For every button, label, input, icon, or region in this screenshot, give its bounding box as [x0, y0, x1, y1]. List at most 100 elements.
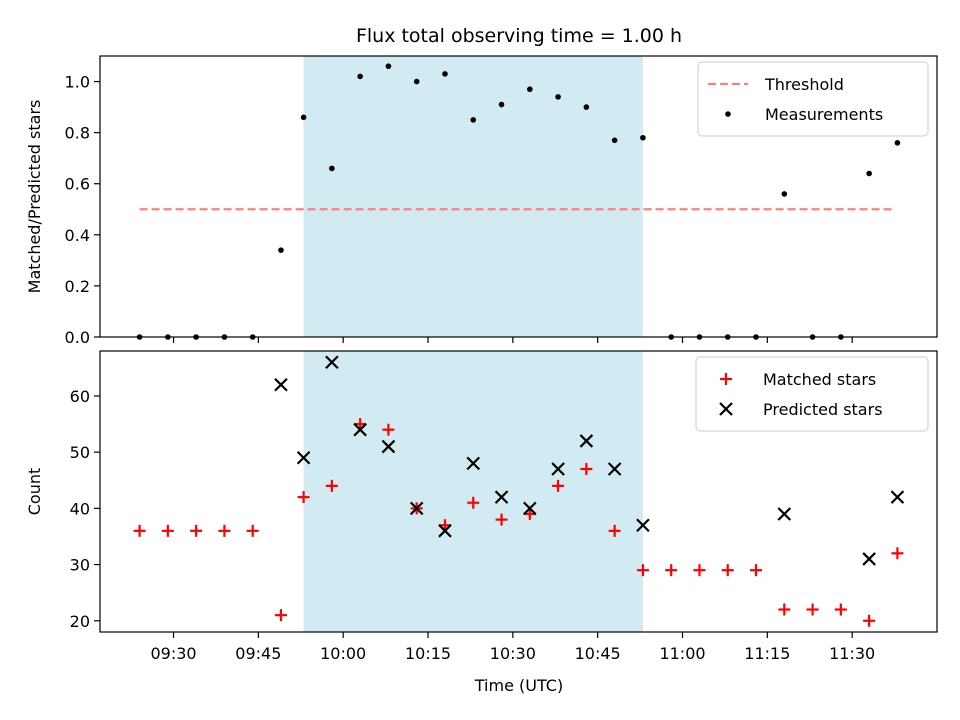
matched-star-point	[246, 524, 259, 537]
matched-star-point	[806, 603, 819, 616]
matched-star-point	[693, 564, 706, 577]
y-tick-label: 30	[70, 556, 90, 575]
x-tick-label: 10:15	[405, 644, 451, 663]
matched-star-point	[354, 418, 367, 431]
y-tick-label: 0.4	[65, 226, 90, 245]
predicted-star-point	[409, 501, 424, 516]
matched-star-point	[274, 609, 287, 622]
matched-star-point	[218, 524, 231, 537]
x-tick-label: 10:00	[320, 644, 366, 663]
measurement-point	[278, 247, 284, 253]
measurement-point	[640, 134, 646, 141]
legend-plus-swatch	[720, 373, 732, 385]
predicted-star-point	[551, 462, 565, 476]
axes-frame	[99, 350, 938, 633]
legend-x-swatch	[719, 402, 733, 416]
matched-star-point	[608, 524, 621, 537]
matched-star-point	[190, 524, 203, 537]
chart-title: Flux total observing time = 1.00 h	[356, 25, 682, 47]
x-tick-label: 11:30	[829, 644, 875, 663]
y-tick-label: 1.0	[65, 73, 90, 92]
measurement-point	[498, 101, 505, 108]
y-axis-label: Count	[25, 468, 44, 516]
matched-star-point	[325, 479, 338, 492]
matched-star-point	[161, 524, 174, 537]
matched-star-point	[580, 463, 593, 476]
predicted-star-point	[353, 422, 367, 437]
matched-star-point	[863, 614, 876, 627]
legend-label: Threshold	[764, 75, 844, 94]
matched-star-point	[721, 564, 734, 577]
legend-box	[697, 61, 929, 137]
x-axis-label: Time (UTC)	[474, 676, 563, 695]
y-tick-label: 0.2	[65, 277, 90, 296]
measurement-point	[300, 114, 307, 121]
predicted-star-point	[274, 377, 288, 392]
matched-star-point	[891, 547, 904, 560]
matched-star-point	[438, 519, 451, 532]
legend-dot-swatch	[725, 111, 731, 117]
y-tick-label: 60	[70, 387, 90, 406]
y-tick-label: 20	[70, 612, 90, 631]
series-1-0	[133, 418, 904, 627]
predicted-star-point	[890, 490, 905, 504]
measurement-point	[781, 191, 788, 197]
matched-star-point	[467, 496, 480, 509]
x-tick-label: 11:15	[744, 644, 790, 663]
x-tick-label: 11:00	[659, 644, 705, 663]
y-tick-label: 0.8	[65, 124, 90, 143]
matched-star-point	[665, 564, 678, 577]
y-tick-label: 0.6	[65, 175, 90, 194]
predicted-star-point	[381, 439, 396, 454]
x-tick-label: 09:45	[235, 644, 281, 663]
observing-window-band	[303, 56, 643, 337]
predicted-star-point	[777, 507, 792, 521]
bottom-panel: 20 30 40 50 60 09:30 09:45 10:00 10:15 10:30 10:45…	[25, 350, 938, 663]
predicted-star-point	[579, 434, 594, 448]
x-tick-label: 09:30	[150, 644, 196, 663]
legend-label: Predicted stars	[763, 400, 883, 419]
top-panel: 0.0 0.2 0.4 0.6 0.8 1.0 Matched/Predicted star…	[25, 55, 938, 347]
matched-star-point	[636, 564, 649, 577]
measurement-point	[583, 104, 590, 110]
predicted-star-point	[325, 355, 339, 370]
predicted-star-point	[438, 524, 452, 538]
legend-box	[695, 356, 929, 432]
predicted-star-point	[296, 451, 311, 465]
predicted-star-point	[466, 456, 481, 471]
y-axis-label: Matched/Predicted stars	[25, 100, 44, 294]
matched-star-point	[552, 479, 565, 492]
x-tick-label: 10:30	[490, 644, 536, 663]
matched-star-point	[750, 564, 763, 577]
legend: Matched stars Predicted stars	[695, 356, 929, 432]
predicted-star-point	[523, 501, 537, 516]
matched-star-point	[523, 507, 536, 520]
measurement-point	[329, 165, 335, 172]
measurement-point	[527, 86, 533, 93]
y-tick-label: 0.0	[65, 328, 90, 347]
measurement-point	[555, 94, 561, 100]
predicted-star-point	[607, 462, 622, 476]
matched-star-point	[778, 603, 791, 616]
legend-label: Matched stars	[763, 370, 876, 389]
measurement-point	[866, 170, 872, 177]
legend-label: Measurements	[765, 105, 883, 124]
y-tick-label: 50	[70, 443, 90, 462]
measurement-point	[470, 117, 477, 123]
x-tick-label: 10:45	[575, 644, 621, 663]
series-1-1	[274, 355, 905, 566]
measurement-point	[894, 140, 901, 146]
predicted-star-point	[636, 518, 650, 532]
matched-star-point	[133, 524, 146, 537]
measurement-point	[611, 137, 618, 144]
observing-window-band	[303, 351, 643, 632]
measurement-point	[357, 73, 363, 80]
axes-frame	[99, 55, 938, 338]
y-tick-label: 40	[70, 499, 90, 518]
legend: Threshold Measurements	[697, 61, 929, 137]
matched-star-point	[297, 491, 310, 504]
matched-star-point	[495, 513, 508, 526]
matched-star-point	[834, 603, 847, 616]
measurement-point	[442, 71, 448, 77]
